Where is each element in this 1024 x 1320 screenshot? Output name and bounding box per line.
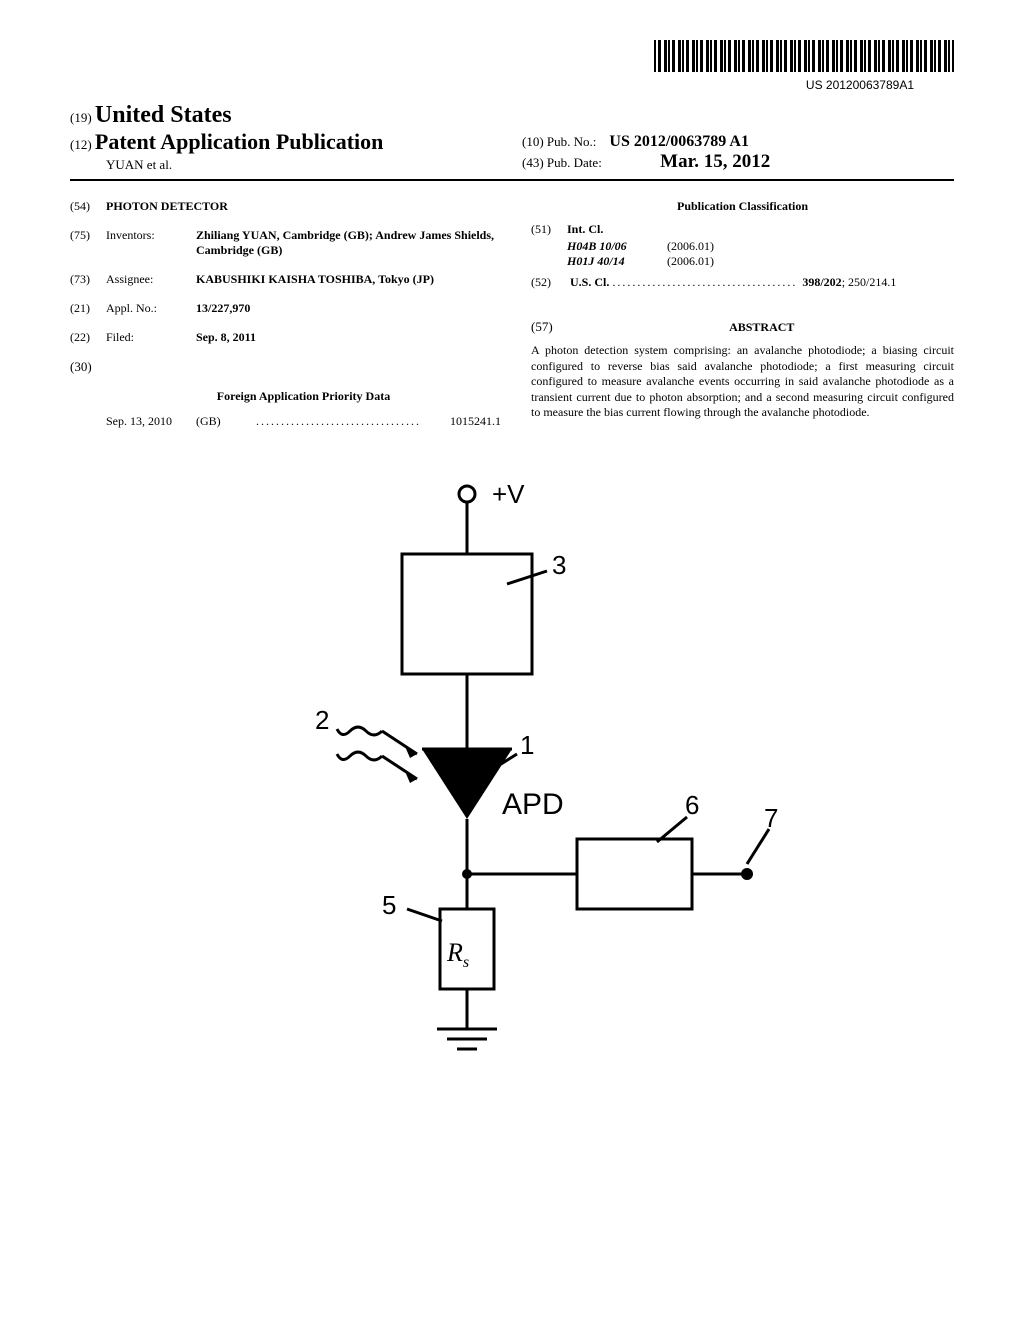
assignee-label: Assignee: <box>106 272 196 287</box>
title-code: (54) <box>70 199 106 214</box>
foreign-dots: ................................. <box>256 414 421 429</box>
assignee-val: KABUSHIKI KAISHA TOSHIBA, Tokyo (JP) <box>196 272 501 287</box>
pub-date-code: (43) <box>522 155 544 170</box>
appl-val: 13/227,970 <box>196 301 501 316</box>
class-header: Publication Classification <box>531 199 954 214</box>
filed-row: (22) Filed: Sep. 8, 2011 <box>70 330 501 345</box>
header-right: (10) Pub. No.: US 2012/0063789 A1 (43) P… <box>502 133 954 173</box>
appl-code: (21) <box>70 301 106 316</box>
diagram-area: +V 3 2 1 APD 6 <box>70 469 954 1089</box>
foreign-country: (GB) <box>196 414 256 429</box>
rs-label: Rs <box>446 938 469 971</box>
inventors-val: Zhiliang YUAN, Cambridge (GB); Andrew Ja… <box>196 228 501 258</box>
assignee-code: (73) <box>70 272 106 287</box>
header-rule <box>70 179 954 181</box>
callout-5 <box>407 909 442 921</box>
intcl2-year: (2006.01) <box>667 254 714 269</box>
foreign-code: (30) <box>70 359 106 375</box>
filed-code: (22) <box>70 330 106 345</box>
intcl1-row: H04B 10/06 (2006.01) <box>567 239 954 254</box>
voltage-terminal-icon <box>459 486 475 502</box>
header-left: (19) United States (12) Patent Applicati… <box>70 102 502 173</box>
intcl1: H04B 10/06 <box>567 239 667 254</box>
abstract-section: (57) ABSTRACT <box>531 304 954 343</box>
photon-wave-icon <box>337 727 382 735</box>
foreign-num: 1015241.1 <box>421 414 501 429</box>
uscl-label: U.S. Cl. <box>570 275 609 289</box>
inventors-row: (75) Inventors: Zhiliang YUAN, Cambridge… <box>70 228 501 258</box>
country-code: (19) <box>70 110 92 125</box>
uscl-val: 398/202 <box>802 275 841 289</box>
filed-val: Sep. 8, 2011 <box>196 330 501 345</box>
label-3: 3 <box>552 550 566 580</box>
apd-label: APD <box>502 788 564 821</box>
pub-no: US 2012/0063789 A1 <box>609 133 749 150</box>
pub-no-label: Pub. No.: <box>547 134 596 149</box>
column-right: Publication Classification (51) Int. Cl.… <box>531 199 954 429</box>
foreign-section: (30) <box>70 359 501 375</box>
label-6: 6 <box>685 790 699 820</box>
box-3 <box>402 554 532 674</box>
uscl-row: (52) U.S. Cl. ..........................… <box>531 275 954 290</box>
intcl1-year: (2006.01) <box>667 239 714 254</box>
callout-7 <box>747 829 769 864</box>
abstract-body: A photon detection system comprising: an… <box>531 343 954 421</box>
circuit-diagram: +V 3 2 1 APD 6 <box>242 469 782 1089</box>
appl-row: (21) Appl. No.: 13/227,970 <box>70 301 501 316</box>
inventors-label: Inventors: <box>106 228 196 258</box>
pub-type-code: (12) <box>70 137 92 152</box>
foreign-date: Sep. 13, 2010 <box>106 414 196 429</box>
pub-date: Mar. 15, 2012 <box>660 151 770 172</box>
intcl2: H01J 40/14 <box>567 254 667 269</box>
intcl-row: (51) Int. Cl. <box>531 222 954 237</box>
label-2: 2 <box>315 705 329 735</box>
intcl-label: Int. Cl. <box>567 222 603 237</box>
photon-wave-icon <box>337 752 382 760</box>
barcode-number: US 20120063789A1 <box>70 78 914 92</box>
intcl2-row: H01J 40/14 (2006.01) <box>567 254 954 269</box>
pub-date-label: Pub. Date: <box>547 155 657 171</box>
barcode <box>654 40 954 72</box>
pub-type: Patent Application Publication <box>95 129 383 154</box>
inventor-header: YUAN et al. <box>106 157 502 173</box>
label-7: 7 <box>764 803 778 833</box>
label-1: 1 <box>520 730 534 760</box>
title-row: (54) PHOTON DETECTOR <box>70 199 501 214</box>
assignee-row: (73) Assignee: KABUSHIKI KAISHA TOSHIBA,… <box>70 272 501 287</box>
barcode-area: US 20120063789A1 <box>70 40 954 92</box>
foreign-header: Foreign Application Priority Data <box>106 389 501 404</box>
title: PHOTON DETECTOR <box>106 199 228 214</box>
country: United States <box>95 102 232 128</box>
callout-3 <box>507 571 547 584</box>
abstract-code: (57) <box>531 319 567 335</box>
uscl-dots: ..................................... <box>612 275 802 289</box>
columns: (54) PHOTON DETECTOR (75) Inventors: Zhi… <box>70 199 954 429</box>
appl-label: Appl. No.: <box>106 301 196 316</box>
header-row: (19) United States (12) Patent Applicati… <box>70 102 954 173</box>
diode-triangle-icon <box>422 749 512 819</box>
uscl-val2: ; 250/214.1 <box>842 275 897 289</box>
filed-label: Filed: <box>106 330 196 345</box>
voltage-label: +V <box>492 479 525 509</box>
column-left: (54) PHOTON DETECTOR (75) Inventors: Zhi… <box>70 199 501 429</box>
label-5: 5 <box>382 890 396 920</box>
abstract-header: ABSTRACT <box>570 320 953 335</box>
uscl-code: (52) <box>531 275 567 290</box>
box-6 <box>577 839 692 909</box>
inventors-code: (75) <box>70 228 106 258</box>
foreign-row: Sep. 13, 2010 (GB) .....................… <box>106 414 501 429</box>
node-dot-icon <box>741 868 753 880</box>
pub-no-code: (10) <box>522 134 544 149</box>
intcl-code: (51) <box>531 222 567 237</box>
